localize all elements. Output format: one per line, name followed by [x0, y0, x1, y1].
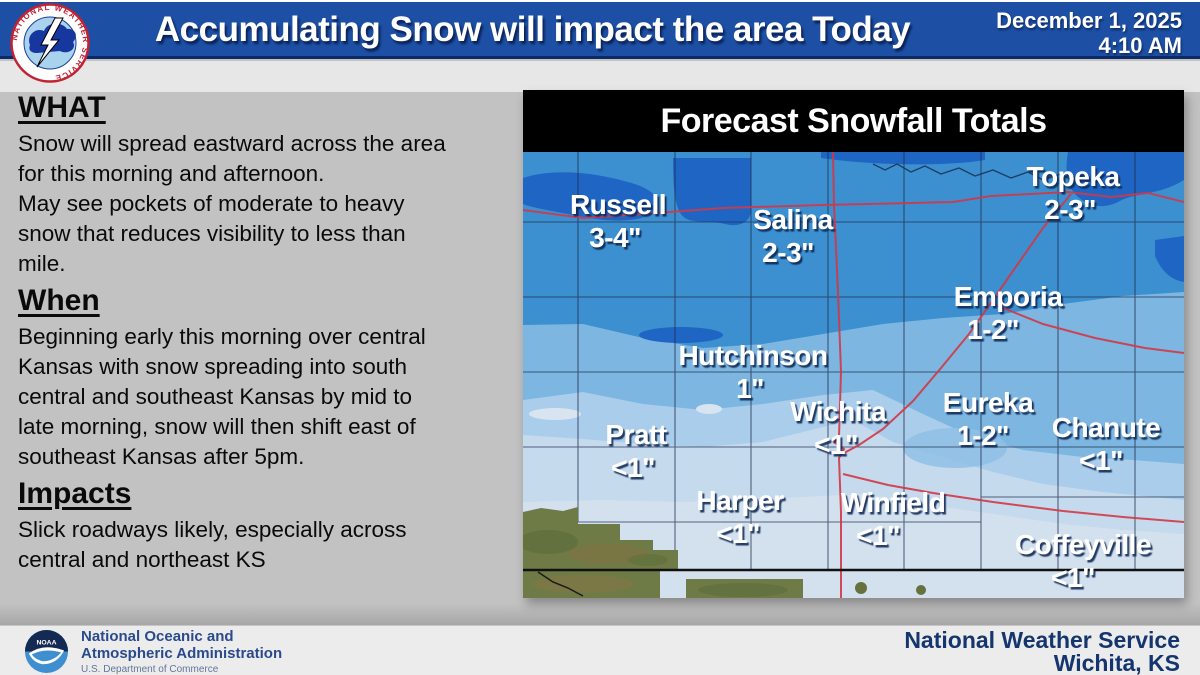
section-heading-impacts: Impacts — [18, 477, 132, 510]
terrain-group — [523, 507, 1184, 598]
footer-bar: NOAA National Oceanic and Atmospheric Ad… — [0, 625, 1200, 675]
map-city-label: Winfield<1" — [841, 487, 946, 551]
svg-text:<1": <1" — [1079, 445, 1123, 476]
svg-text:2-3": 2-3" — [762, 237, 814, 268]
map-bottom-shadow — [0, 603, 1200, 625]
svg-text:Eureka: Eureka — [943, 387, 1034, 418]
header-time: 4:10 AM — [1098, 33, 1182, 58]
nws-office-line2: Wichita, KS — [1053, 650, 1180, 675]
svg-text:Pratt: Pratt — [605, 419, 666, 450]
nws-office-line1: National Weather Service — [904, 627, 1180, 653]
map-title: Forecast Snowfall Totals — [660, 101, 1047, 140]
city-labels-group: Russell3-4"Salina2-3"Topeka2-3"Emporia1-… — [570, 161, 1161, 593]
highway-lines — [523, 152, 1184, 598]
nws-office-signature: National Weather Service Wichita, KS — [904, 629, 1180, 675]
county-lines — [523, 152, 1184, 570]
header-datetime: December 1, 2025 4:10 AM — [996, 8, 1182, 58]
svg-text:Wichita: Wichita — [790, 396, 887, 427]
section-body-what: Snow will spread eastward across the are… — [18, 131, 446, 276]
svg-text:1-2": 1-2" — [967, 314, 1019, 345]
header-substrip — [0, 61, 1200, 92]
svg-text:Coffeyville: Coffeyville — [1015, 529, 1151, 560]
svg-text:<1": <1" — [856, 520, 900, 551]
svg-text:Russell: Russell — [570, 189, 666, 220]
svg-text:Chanute: Chanute — [1052, 412, 1161, 443]
map-city-label: Chanute<1" — [1052, 412, 1161, 476]
svg-text:<1": <1" — [1051, 562, 1095, 593]
noaa-name-line2: Atmospheric Administration — [81, 645, 283, 662]
map-city-label: Harper<1" — [696, 485, 784, 549]
noaa-branding: NOAA National Oceanic and Atmospheric Ad… — [24, 628, 282, 675]
svg-text:1": 1" — [736, 373, 764, 404]
svg-text:<1": <1" — [611, 452, 655, 483]
svg-text:Emporia: Emporia — [954, 281, 1063, 312]
map-title-bar: Forecast Snowfall Totals — [523, 90, 1184, 152]
nws-logo-icon: NATIONAL WEATHER SERVICE — [10, 3, 90, 83]
svg-text:NOAA: NOAA — [36, 640, 56, 647]
svg-text:Topeka: Topeka — [1027, 161, 1121, 192]
noaa-department: U.S. Department of Commerce — [81, 664, 219, 675]
map-city-label: Coffeyville<1" — [1015, 529, 1152, 593]
noaa-name-line1: National Oceanic and — [81, 628, 234, 645]
river-line — [872, 163, 1089, 183]
snow-shading-group — [523, 152, 1184, 598]
svg-text:Hutchinson: Hutchinson — [679, 340, 828, 371]
svg-text:Salina: Salina — [753, 204, 833, 235]
section-body-when: Beginning early this morning over centra… — [18, 324, 426, 469]
svg-text:<1": <1" — [716, 518, 760, 549]
page-title: Accumulating Snow will impact the area T… — [154, 10, 911, 49]
forecast-map: Russell3-4"Salina2-3"Topeka2-3"Emporia1-… — [523, 152, 1184, 598]
map-city-label: Wichita<1" — [790, 396, 887, 460]
svg-text:2-3": 2-3" — [1044, 194, 1096, 225]
forecast-map-card: Forecast Snowfall Totals — [523, 90, 1184, 598]
svg-text:3-4": 3-4" — [589, 222, 641, 253]
svg-text:1-2": 1-2" — [957, 420, 1009, 451]
map-city-label: Pratt<1" — [605, 419, 667, 483]
svg-text:Winfield: Winfield — [841, 487, 946, 518]
noaa-logo-icon: NOAA — [24, 629, 69, 674]
header-bar: Accumulating Snow will impact the area T… — [0, 0, 1200, 59]
svg-text:Harper: Harper — [696, 485, 784, 516]
section-body-impacts: Slick roadways likely, especially across… — [18, 517, 407, 572]
section-heading-what: WHAT — [18, 91, 106, 124]
header-date: December 1, 2025 — [996, 8, 1182, 33]
svg-text:<1": <1" — [814, 429, 858, 460]
section-heading-when: When — [18, 284, 100, 317]
info-panel: WHAT Snow will spread eastward across th… — [18, 90, 520, 579]
